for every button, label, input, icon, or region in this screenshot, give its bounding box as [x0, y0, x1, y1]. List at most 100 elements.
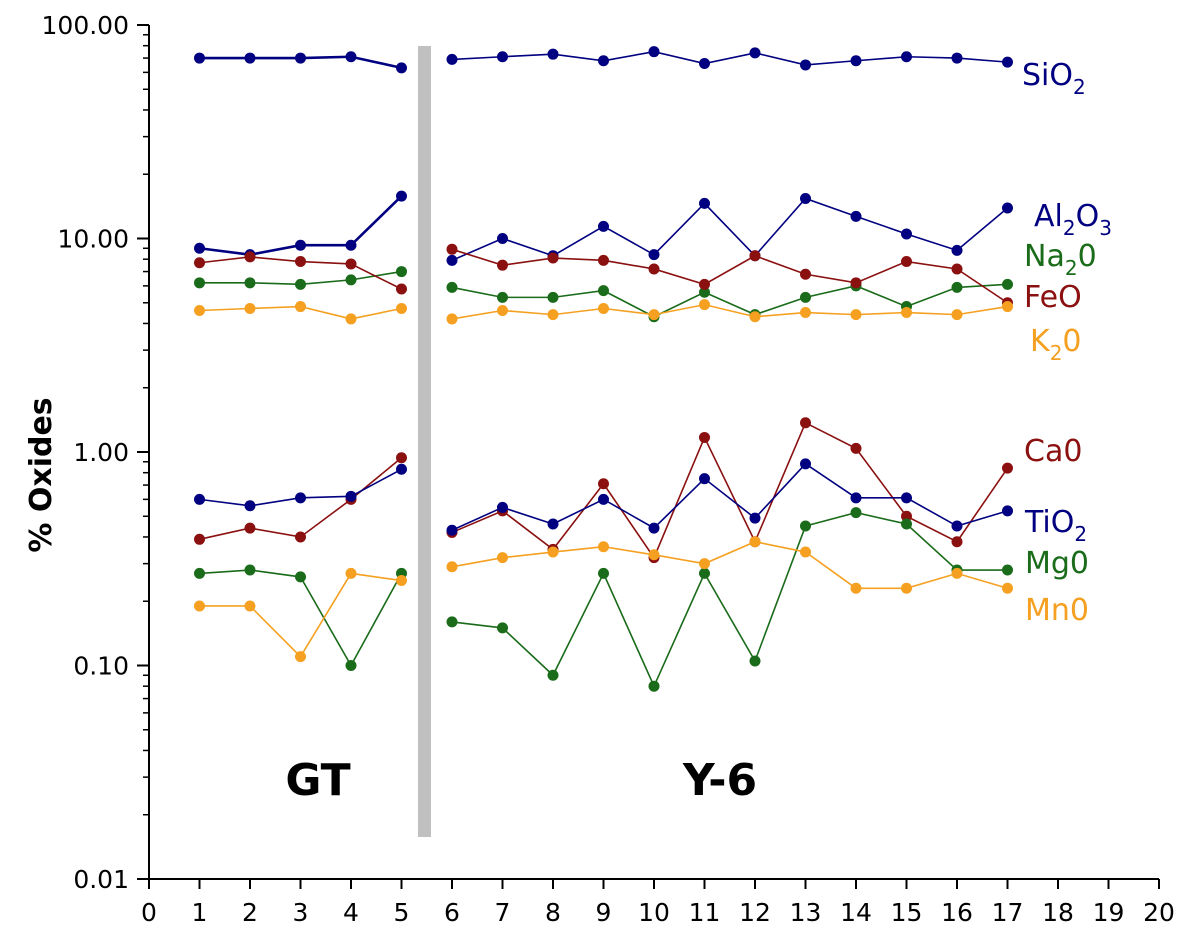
series-label-TiO2: TiO2 [1024, 505, 1087, 546]
series-label-main: Mg0 [1025, 546, 1089, 581]
data-point [244, 251, 256, 263]
series-line-TiO2 [451, 462, 1008, 531]
data-point [446, 561, 458, 573]
x-tick-label: 16 [941, 898, 973, 927]
data-point [497, 233, 508, 244]
data-point [547, 291, 559, 303]
data-point [901, 510, 912, 522]
data-point [547, 546, 559, 558]
data-point [396, 190, 407, 202]
series-label-main: Na [1024, 239, 1065, 274]
data-point [194, 257, 205, 269]
series-label-main: K [1030, 324, 1051, 359]
data-point [446, 616, 458, 628]
y-tick-label: 1.00 [73, 438, 129, 467]
data-point [749, 47, 761, 59]
data-point [295, 651, 306, 663]
data-point [648, 309, 660, 321]
data-point [295, 571, 306, 583]
series-label-tail: O [1076, 199, 1100, 234]
data-point [749, 250, 761, 262]
data-point [547, 669, 559, 681]
series-label-Mg0: Mg0 [1025, 546, 1089, 581]
data-point [1002, 56, 1013, 68]
data-point [244, 52, 256, 64]
x-tick-label: 10 [638, 898, 670, 927]
series-label-Ca0: Ca0 [1024, 434, 1082, 469]
series-label-sub: 2 [1065, 256, 1078, 280]
x-tick-label: 12 [739, 898, 771, 927]
data-point [295, 52, 306, 64]
data-point [295, 256, 306, 268]
y-tick-label: 100.00 [42, 11, 129, 40]
x-tick-label: 14 [840, 898, 872, 927]
series-line-Ca0 [451, 421, 1009, 560]
data-point [648, 680, 660, 692]
series-label-main: TiO [1024, 505, 1074, 540]
series-label-main: FeO [1024, 280, 1082, 315]
series-line-K20 [451, 303, 1008, 320]
series-line-FeO [451, 248, 1008, 304]
data-point [547, 252, 559, 264]
data-point [699, 299, 710, 311]
x-tick-label: 1 [192, 898, 208, 927]
data-point [598, 220, 609, 232]
data-point [497, 259, 508, 271]
x-tick-label: 8 [545, 898, 561, 927]
series-label-sub: 2 [1074, 522, 1087, 546]
data-point [850, 210, 862, 222]
data-point [244, 277, 256, 289]
group-divider [418, 46, 431, 837]
data-point [446, 243, 458, 255]
data-point [951, 244, 963, 256]
data-point [850, 492, 862, 504]
data-point [699, 286, 710, 298]
series-label-tail-sub: 3 [1099, 216, 1112, 240]
data-point [396, 452, 407, 464]
data-point [194, 242, 205, 254]
data-point [648, 46, 660, 58]
data-point [396, 463, 407, 475]
data-point [800, 192, 811, 204]
data-point [951, 520, 963, 532]
data-point [345, 258, 357, 270]
data-point [850, 442, 862, 454]
data-point [244, 500, 256, 512]
data-point [800, 59, 811, 71]
series-label-tail: 0 [1078, 239, 1097, 274]
data-point [194, 600, 205, 612]
series-line-Mn0 [199, 572, 402, 658]
data-point [951, 281, 963, 293]
data-point [951, 309, 963, 321]
x-tick-label: 18 [1042, 898, 1074, 927]
data-point [396, 283, 407, 295]
series-label-sub: 2 [1073, 75, 1086, 99]
x-tick-label: 20 [1143, 898, 1175, 927]
data-point [800, 291, 811, 303]
data-point [1002, 202, 1013, 214]
x-tick-label: 0 [141, 898, 157, 927]
data-point [345, 660, 357, 671]
data-point [194, 493, 205, 505]
data-point [699, 567, 710, 579]
series-TiO2 [194, 458, 1013, 536]
data-point [800, 458, 811, 470]
series-label-sub: 2 [1050, 341, 1063, 365]
data-point [901, 582, 912, 594]
data-point [901, 492, 912, 504]
y-tick-label: 10.00 [57, 225, 129, 254]
data-point [749, 512, 761, 524]
data-point [850, 55, 862, 67]
data-point [194, 52, 205, 64]
data-point [951, 567, 963, 579]
x-tick-label: 9 [596, 898, 612, 927]
data-point [345, 51, 357, 63]
data-point [396, 303, 407, 315]
x-tick-label: 3 [293, 898, 309, 927]
x-tick-label: 15 [891, 898, 923, 927]
data-point [901, 51, 912, 63]
data-point [396, 575, 407, 587]
data-point [598, 55, 609, 67]
data-point [244, 522, 256, 534]
